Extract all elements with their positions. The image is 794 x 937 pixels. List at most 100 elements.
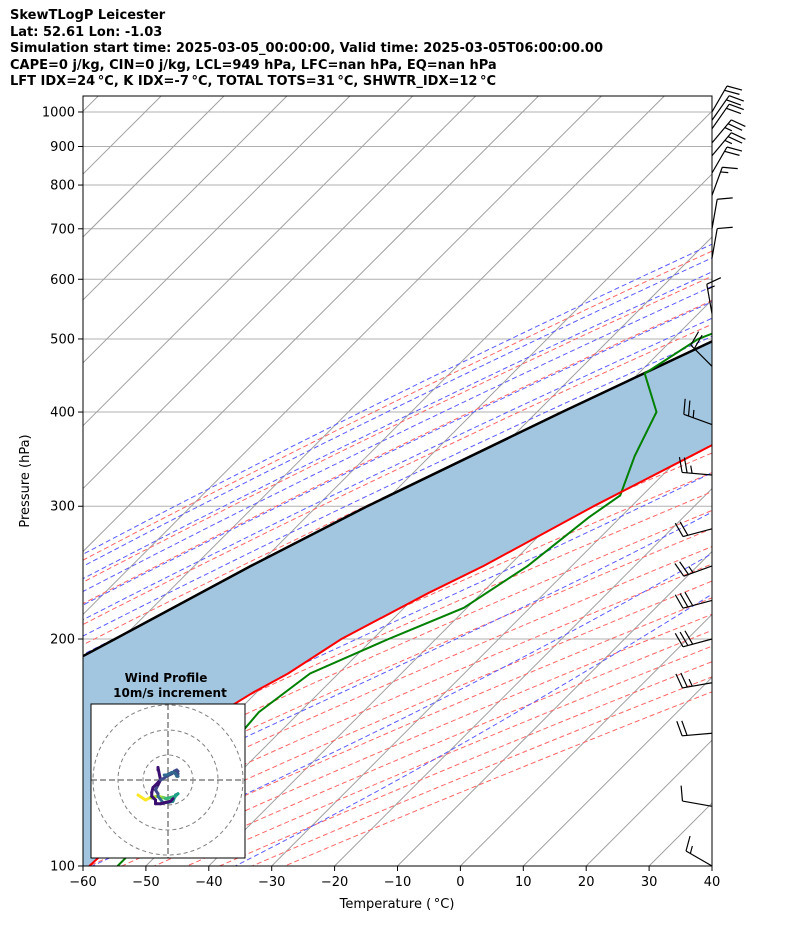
dry-adiabat [88,597,712,866]
wind-barb-flag [727,136,743,144]
wind-barb-flag [684,630,694,645]
title-line-times: Simulation start time: 2025-03-05_00:00:… [10,41,603,56]
y-tick-label: 400 [50,406,75,421]
wind-barb-shaft [711,199,718,229]
dry-adiabat [83,580,712,855]
wind-barb-shaft [711,228,718,259]
moist-adiabat [92,552,712,866]
wind-barb-flag [731,119,746,128]
y-tick-label: 900 [50,140,75,155]
y-tick-label: 300 [50,500,75,515]
wind-barb-flag [690,331,700,346]
isotherm [83,96,225,238]
x-tick-label: 10 [515,875,532,890]
wind-barb-flag [685,835,691,852]
wind-barb-flag [683,398,686,415]
wind-barb [685,835,713,867]
wind-barb-flag [717,226,733,230]
wind-barbs [674,85,746,867]
wind-barb-half-flag [724,126,733,132]
wind-barb-flag [726,107,742,115]
isotherm [775,96,794,866]
wind-barb-flag [727,123,743,131]
wind-barb-half-flag [720,171,729,174]
title-line-cape: CAPE=0 j/kg, CIN=0 j/kg, LCL=949 hPa, LF… [10,57,497,73]
isotherm [397,550,712,866]
wind-barb-flag [706,277,722,285]
wind-barb-half-flag [688,566,694,574]
y-tick-label: 500 [50,332,75,347]
isotherm [648,802,712,866]
wind-barb [711,103,744,130]
x-tick-label: 0 [456,875,464,890]
hodograph-frame [90,703,246,859]
wind-barb [711,132,746,157]
isotherm [83,96,602,616]
wind-barb-shaft [682,682,713,689]
axes: −60 −50 −40 −30 −20 −10 0 10 20 30 40 1000 900 800 700… [42,105,720,890]
moist-adiabat [83,257,712,567]
isotherm [271,424,712,866]
title-line-indices: LFT IDX=24 °C, K IDX=-7 °C, TOTAL TOTS=3… [10,74,497,89]
hodograph-title: Wind Profile [125,671,208,685]
wind-barb-flag [724,150,740,156]
wind-barb-flag [724,89,740,95]
x-tick-label: −10 [384,875,411,890]
isotherm [334,487,712,866]
x-tick-label: 40 [704,875,721,890]
wind-barb [711,95,744,121]
wind-barb [711,85,743,113]
moist-adiabat [83,285,712,593]
y-tick-label: 800 [50,179,75,194]
y-tick-label: 700 [50,222,75,237]
isotherm [83,96,539,553]
wind-barb [675,672,713,689]
y-tick-label: 1000 [42,105,75,120]
x-tick-label: −20 [321,875,348,890]
isotherm [522,676,712,866]
wind-barb-flag [674,594,684,609]
wind-barb-shaft [706,284,713,314]
x-tick-label: 30 [641,875,658,890]
wind-barb-flag [731,132,746,140]
wind-barb-flag [726,85,743,91]
parcel-profile-line [83,339,712,658]
wind-barb-shaft [682,800,713,807]
title-line-coordinates: Lat: 52.61 Lon: -1.03 [10,24,163,40]
hodograph-inset: Wind Profile 10m/s increment [90,671,246,859]
wind-barb-half-flag [688,678,693,687]
wind-barb-flag [680,785,684,802]
y-tick-label: 600 [50,273,75,288]
wind-barb [711,119,746,144]
wind-barb-flag [679,561,689,575]
wind-barb-flag [675,673,683,689]
wind-barb-flag [674,522,684,537]
figure-title: SkewTLogP Leicester Lat: 52.61 Lon: -1.0… [10,8,603,91]
wind-barb [674,521,713,538]
moist-adiabat [83,511,712,814]
x-tick-label: 20 [578,875,595,890]
wind-barb-flag [729,95,744,102]
dry-adiabat [83,323,712,626]
moist-adiabat [83,301,712,606]
wind-barb [683,398,713,426]
wind-barb [690,331,713,367]
wind-barb-flag [679,521,689,536]
wind-barb-flag [683,457,688,473]
wind-barb-flag [674,633,684,648]
y-tick-label: 200 [50,633,75,648]
isotherm [83,96,288,301]
wind-barb-flag [674,563,685,577]
y-tick-label: 100 [50,860,75,875]
wind-barb-half-flag [692,409,695,418]
moist-adiabat [83,317,712,621]
wind-barb-flag [678,457,683,473]
wind-barb-shaft [682,599,713,609]
wind-barb-half-flag [707,285,715,290]
dry-adiabat [83,299,712,605]
wind-barb [711,146,743,174]
wind-barb-flag [681,720,688,736]
cape-cin-shading [83,341,712,866]
wind-barb [711,197,733,229]
